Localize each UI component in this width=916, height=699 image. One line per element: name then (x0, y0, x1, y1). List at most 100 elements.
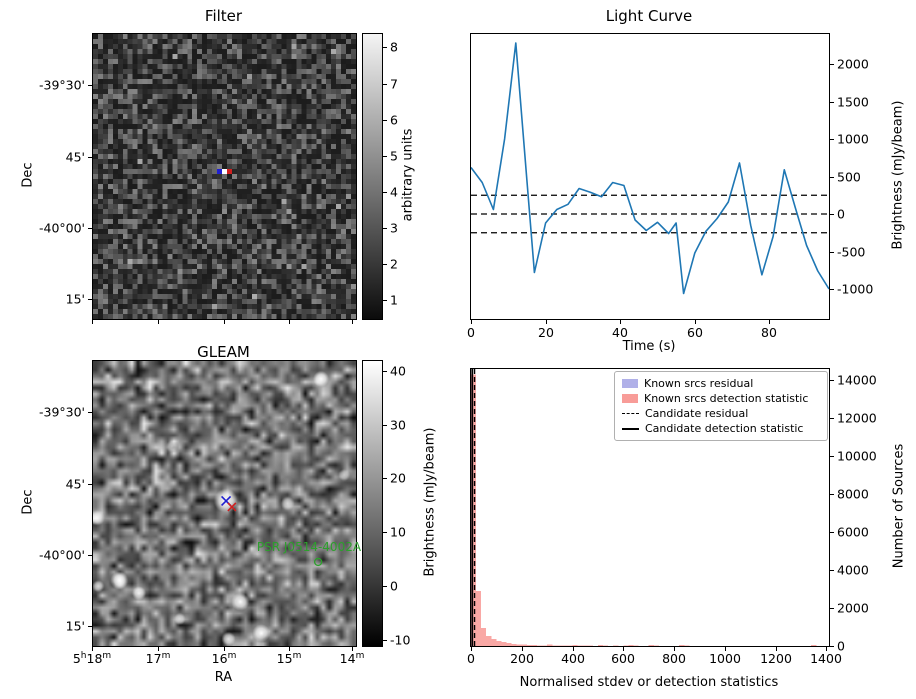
legend-label: Candidate residual (645, 407, 749, 420)
filter-colorbar-label: arbitrary units (400, 128, 416, 222)
tick-mark (158, 647, 159, 651)
tick-mark (695, 320, 696, 324)
tick-mark (352, 647, 353, 651)
histogram-bar (552, 645, 558, 646)
tick-mark (92, 320, 93, 324)
tick-mark (826, 647, 827, 651)
tick-label: 2 (390, 256, 398, 272)
tick-mark (471, 320, 472, 324)
histogram-xlabel: Normalised stdev or detection statistics (519, 675, 779, 690)
tick-mark (830, 646, 834, 647)
tick-mark (289, 320, 290, 324)
histogram-bar (811, 644, 817, 646)
filter-colorbar (362, 33, 383, 320)
gleam-colorbar (362, 360, 383, 647)
tick-mark (830, 570, 834, 571)
histogram-bar (521, 644, 527, 646)
tick-label: 0 (467, 325, 475, 340)
tick-label: 2000 (837, 600, 869, 616)
tick-mark (776, 647, 777, 651)
tick-label: 8 (390, 39, 398, 55)
tick-label: 30 (390, 417, 406, 433)
tick-mark (383, 192, 387, 193)
tick-label: 400 (561, 651, 585, 666)
tick-mark (674, 647, 675, 651)
filter-heatmap (92, 33, 357, 320)
tick-mark (830, 252, 834, 253)
lightcurve-plot (470, 33, 830, 320)
tick-mark (88, 157, 92, 158)
tick-label: 500 (837, 169, 861, 185)
tick-label: -40°00' (38, 547, 85, 563)
tick-label: 600 (611, 651, 635, 666)
tick-label: 2000 (837, 56, 869, 72)
histogram-bar (471, 374, 477, 646)
legend-swatch-blue-patch (622, 379, 638, 388)
tick-mark (573, 647, 574, 651)
tick-mark (92, 647, 93, 651)
tick-label: 16m (211, 650, 237, 666)
tick-label: 20 (390, 470, 406, 486)
histogram-bar (496, 640, 502, 646)
filter-ylabel: Dec (20, 162, 36, 188)
histogram-bar (511, 643, 517, 646)
tick-label: 1400 (810, 651, 842, 666)
tick-mark (88, 555, 92, 556)
tick-label: 17m (145, 650, 171, 666)
histogram-legend: Known srcs residual Known srcs detection… (614, 371, 828, 441)
lightcurve-line (471, 42, 829, 295)
tick-mark (623, 647, 624, 651)
legend-item: Candidate detection statistic (622, 421, 820, 436)
tick-mark (88, 412, 92, 413)
tick-mark (620, 320, 621, 324)
tick-mark (289, 647, 290, 651)
histogram-bar (542, 645, 548, 646)
gleam-xlabel: RA (214, 670, 233, 685)
tick-label: 5h18m (72, 650, 112, 666)
histogram-bar (481, 627, 487, 646)
tick-mark (352, 320, 353, 324)
tick-mark (769, 320, 770, 324)
tick-mark (383, 371, 387, 372)
tick-label: 0 (467, 651, 475, 666)
legend-label: Known srcs detection statistic (644, 392, 809, 405)
legend-item: Candidate residual (622, 406, 820, 421)
tick-mark (158, 320, 159, 324)
tick-mark (830, 139, 834, 140)
tick-mark (383, 84, 387, 85)
tick-mark (383, 120, 387, 121)
tick-label: 5 (390, 148, 398, 164)
legend-swatch-dashed-line (622, 413, 639, 414)
tick-mark (830, 380, 834, 381)
tick-label: 14000 (837, 372, 877, 388)
tick-label: 8000 (837, 486, 869, 502)
tick-label: 6 (390, 112, 398, 128)
tick-label: -1000 (837, 281, 874, 297)
tick-mark (830, 64, 834, 65)
histogram-bar (547, 644, 553, 646)
tick-label: 1000 (709, 651, 741, 666)
tick-mark (383, 478, 387, 479)
gleam-ylabel: Dec (20, 489, 36, 515)
tick-mark (830, 532, 834, 533)
tick-label: 80 (761, 325, 777, 340)
histogram-bar (628, 644, 634, 646)
legend-swatch-pink-patch (622, 394, 638, 403)
tick-label: 0 (837, 206, 845, 222)
tick-mark (830, 102, 834, 103)
tick-mark (383, 300, 387, 301)
tick-label: 7 (390, 76, 398, 92)
tick-mark (88, 228, 92, 229)
histogram-bar (501, 642, 507, 646)
tick-mark (522, 647, 523, 651)
tick-label: 15m (276, 650, 302, 666)
tick-label: 60 (687, 325, 703, 340)
gleam-colorbar-label: Brightness (mJy/beam) (422, 427, 438, 577)
histogram-bar (491, 639, 497, 646)
tick-label: 45' (65, 476, 85, 492)
tick-label: 200 (510, 651, 534, 666)
tick-mark (830, 456, 834, 457)
tick-mark (546, 320, 547, 324)
lightcurve-ylabel: Brightness (mJy/beam) (890, 100, 906, 250)
tick-label: 12000 (837, 410, 877, 426)
